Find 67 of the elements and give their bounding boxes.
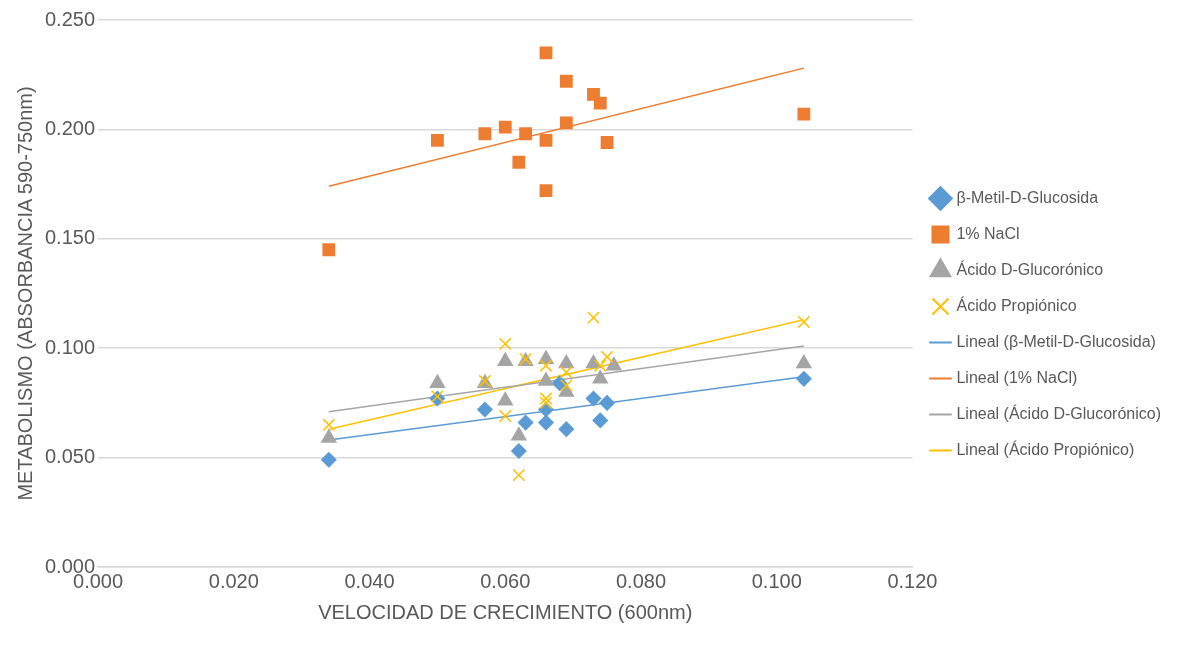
x-tick-label: 0.040 (344, 569, 395, 592)
point (511, 443, 527, 459)
point (592, 412, 609, 429)
point (321, 429, 337, 443)
point (593, 96, 607, 110)
point (538, 414, 554, 431)
point (592, 370, 608, 384)
legend-label: Ácido D-Glucorónico (956, 259, 1104, 278)
point (593, 359, 607, 373)
y-tick-label: 0.100 (44, 335, 96, 358)
point (322, 418, 336, 432)
point (796, 371, 812, 387)
legend-label: β-Metil-D-Glucosida (956, 188, 1099, 206)
point (498, 337, 512, 351)
point (498, 409, 512, 423)
point (539, 396, 553, 410)
point (512, 468, 526, 482)
y-tick-label: 0.050 (44, 445, 96, 468)
point (559, 116, 573, 130)
point (600, 350, 614, 364)
point (606, 356, 622, 371)
point (599, 395, 615, 411)
point (517, 414, 534, 431)
point (519, 127, 533, 141)
point (497, 391, 513, 406)
legend-label: Lineal (Ácido Propiónico) (956, 439, 1135, 458)
point (321, 452, 337, 468)
point (539, 184, 553, 198)
point (796, 354, 812, 369)
point (539, 46, 553, 60)
point (322, 243, 336, 257)
point (429, 374, 446, 388)
y-tick-label: 0.150 (44, 226, 96, 249)
point (497, 352, 513, 367)
point (558, 421, 575, 437)
point (539, 392, 553, 405)
legend-label: Ácido Propiónico (956, 295, 1077, 314)
point (511, 426, 527, 441)
point (558, 354, 575, 369)
legend-label: Lineal (1% NaCl) (956, 368, 1078, 386)
x-axis-title: VELOCIDAD DE CRECIMIENTO (600nm) (318, 600, 693, 623)
x-tick-label: 0.080 (615, 569, 667, 592)
point (512, 155, 526, 169)
point (430, 389, 444, 403)
point (478, 127, 492, 141)
point (600, 136, 614, 149)
point (585, 390, 602, 407)
point (498, 120, 512, 134)
legend-label: Lineal (Ácido D-Glucorónico) (956, 403, 1161, 422)
point (538, 372, 554, 386)
y-tick-label: 0.250 (44, 7, 96, 30)
point (539, 133, 553, 147)
x-tick-label: 0.100 (751, 569, 802, 592)
x-tick-label: 0.060 (480, 569, 531, 592)
point (797, 107, 811, 121)
point (477, 401, 493, 418)
point (539, 359, 553, 373)
legend-label: 1% NaCl (956, 224, 1020, 242)
y-tick-label: 0.200 (44, 116, 96, 139)
legend-label: Lineal (β-Metil-D-Glucosida) (956, 332, 1156, 350)
point (797, 315, 811, 329)
point (559, 74, 573, 88)
point (430, 133, 444, 147)
x-tick-label: 0.120 (887, 569, 938, 592)
x-tick-label: 0.020 (208, 569, 259, 592)
point (587, 311, 600, 324)
y-axis-title: METABOLISMO (ABSORBANCIA 590-750nm) (13, 86, 36, 501)
